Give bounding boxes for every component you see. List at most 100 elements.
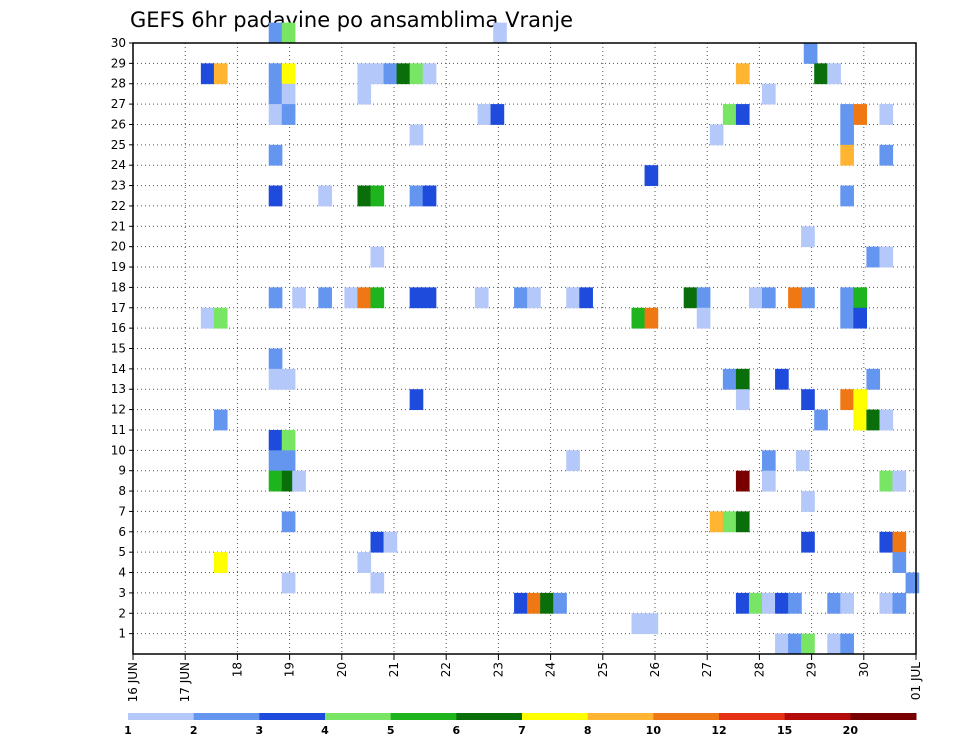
- heat-cell: [840, 144, 854, 166]
- heat-cell: [474, 287, 489, 309]
- heat-cell: [801, 491, 815, 512]
- heat-cell: [268, 104, 283, 125]
- x-tick-label: 30: [857, 662, 871, 677]
- y-tick-label: 25: [111, 138, 126, 152]
- heat-cell: [493, 22, 507, 44]
- y-tick-label: 23: [111, 179, 126, 193]
- heat-cell: [422, 185, 437, 207]
- heat-cell: [281, 22, 296, 44]
- y-tick-label: 17: [111, 301, 126, 315]
- heat-cell: [281, 83, 296, 105]
- y-tick-label: 5: [118, 545, 126, 559]
- heat-cell: [892, 470, 907, 492]
- y-tick-label: 3: [118, 586, 126, 600]
- heat-cell: [762, 450, 776, 472]
- heat-cell: [268, 470, 283, 492]
- heat-cell: [318, 185, 332, 207]
- heat-cell: [527, 287, 541, 309]
- y-tick-label: 9: [118, 464, 126, 478]
- heat-cell: [879, 144, 894, 166]
- heat-cell: [762, 287, 776, 309]
- colorbar-swatch: [259, 713, 326, 720]
- colorbar-label: 4: [321, 724, 329, 737]
- x-tick-label: 26: [648, 662, 662, 677]
- x-tick-label: 22: [439, 662, 453, 677]
- heat-cell: [644, 165, 659, 186]
- heat-cell: [827, 63, 841, 85]
- heat-cell: [357, 287, 372, 309]
- colorbar-label: 12: [711, 724, 726, 737]
- heat-cell: [268, 63, 283, 85]
- heat-cell: [566, 287, 580, 309]
- heat-cell: [735, 63, 750, 85]
- heat-cell: [644, 613, 659, 635]
- x-tick-label: 20: [335, 662, 349, 677]
- x-tick-label: 17 JUN: [178, 662, 192, 702]
- heat-cell: [213, 552, 228, 573]
- heat-cell: [631, 613, 646, 635]
- heat-cell: [840, 307, 854, 329]
- x-tick-label: 27: [700, 662, 714, 677]
- colorbar-swatch: [587, 713, 654, 720]
- colorbar-swatch: [784, 713, 851, 720]
- heat-cell: [409, 287, 424, 309]
- heat-cell: [827, 592, 841, 614]
- x-axis: 16 JUN 17 JUN 18 19 20 21 22 23 24 25 26 27 28 29 30 01…: [126, 654, 923, 702]
- heat-cell: [879, 104, 894, 125]
- heat-cell: [748, 287, 763, 309]
- colorbar-label: 8: [584, 724, 592, 737]
- heat-cell: [344, 287, 359, 309]
- heat-cell: [801, 531, 815, 553]
- y-tick-label: 26: [111, 117, 126, 131]
- x-tick-label: 18: [230, 662, 244, 677]
- heat-cell: [514, 287, 528, 309]
- heat-cell: [801, 226, 815, 248]
- heat-cell: [709, 124, 724, 146]
- heat-cell: [268, 144, 283, 166]
- heat-cell: [357, 552, 372, 573]
- heat-cell: [409, 185, 424, 207]
- heat-cell: [514, 592, 528, 614]
- colorbar-label: 3: [256, 724, 264, 737]
- heat-cell: [735, 104, 750, 125]
- colorbar-label: 10: [646, 724, 662, 737]
- y-tick-label: 29: [111, 56, 126, 70]
- heat-cell: [892, 552, 907, 573]
- heat-cell: [803, 43, 818, 64]
- heat-cell: [370, 572, 385, 594]
- y-tick-label: 24: [111, 158, 126, 172]
- heat-cell: [268, 348, 283, 370]
- heat-cell: [213, 63, 228, 85]
- heat-cell: [866, 409, 881, 431]
- colorbar-swatch: [653, 713, 720, 720]
- heat-cell: [722, 368, 737, 390]
- y-tick-label: 4: [118, 566, 126, 580]
- heat-cell: [801, 287, 815, 309]
- y-tick-label: 22: [111, 199, 126, 213]
- heat-cell: [795, 450, 810, 472]
- colorbar-swatch: [390, 713, 457, 720]
- heat-cell: [370, 63, 385, 85]
- heat-cell: [801, 389, 815, 410]
- heat-cell: [696, 307, 711, 329]
- y-tick-label: 15: [111, 342, 126, 356]
- colorbar-label: 1: [124, 724, 132, 737]
- heat-cell: [735, 470, 750, 492]
- heat-cell: [735, 511, 750, 533]
- heat-cell: [281, 511, 296, 533]
- y-tick-label: 8: [118, 484, 126, 498]
- y-tick-label: 19: [111, 260, 126, 274]
- colorbar-swatch: [128, 713, 195, 720]
- heat-cell: [788, 592, 802, 614]
- colorbar-swatch: [456, 713, 523, 720]
- heat-cell: [357, 83, 372, 105]
- plot-frame: [132, 42, 917, 655]
- heat-cell: [490, 104, 505, 125]
- heat-cell: [281, 63, 296, 85]
- colorbar-label: 2: [190, 724, 198, 737]
- heat-cell: [801, 633, 815, 655]
- heat-cell: [383, 63, 398, 85]
- heat-cell: [200, 307, 215, 329]
- heat-cell: [644, 307, 659, 329]
